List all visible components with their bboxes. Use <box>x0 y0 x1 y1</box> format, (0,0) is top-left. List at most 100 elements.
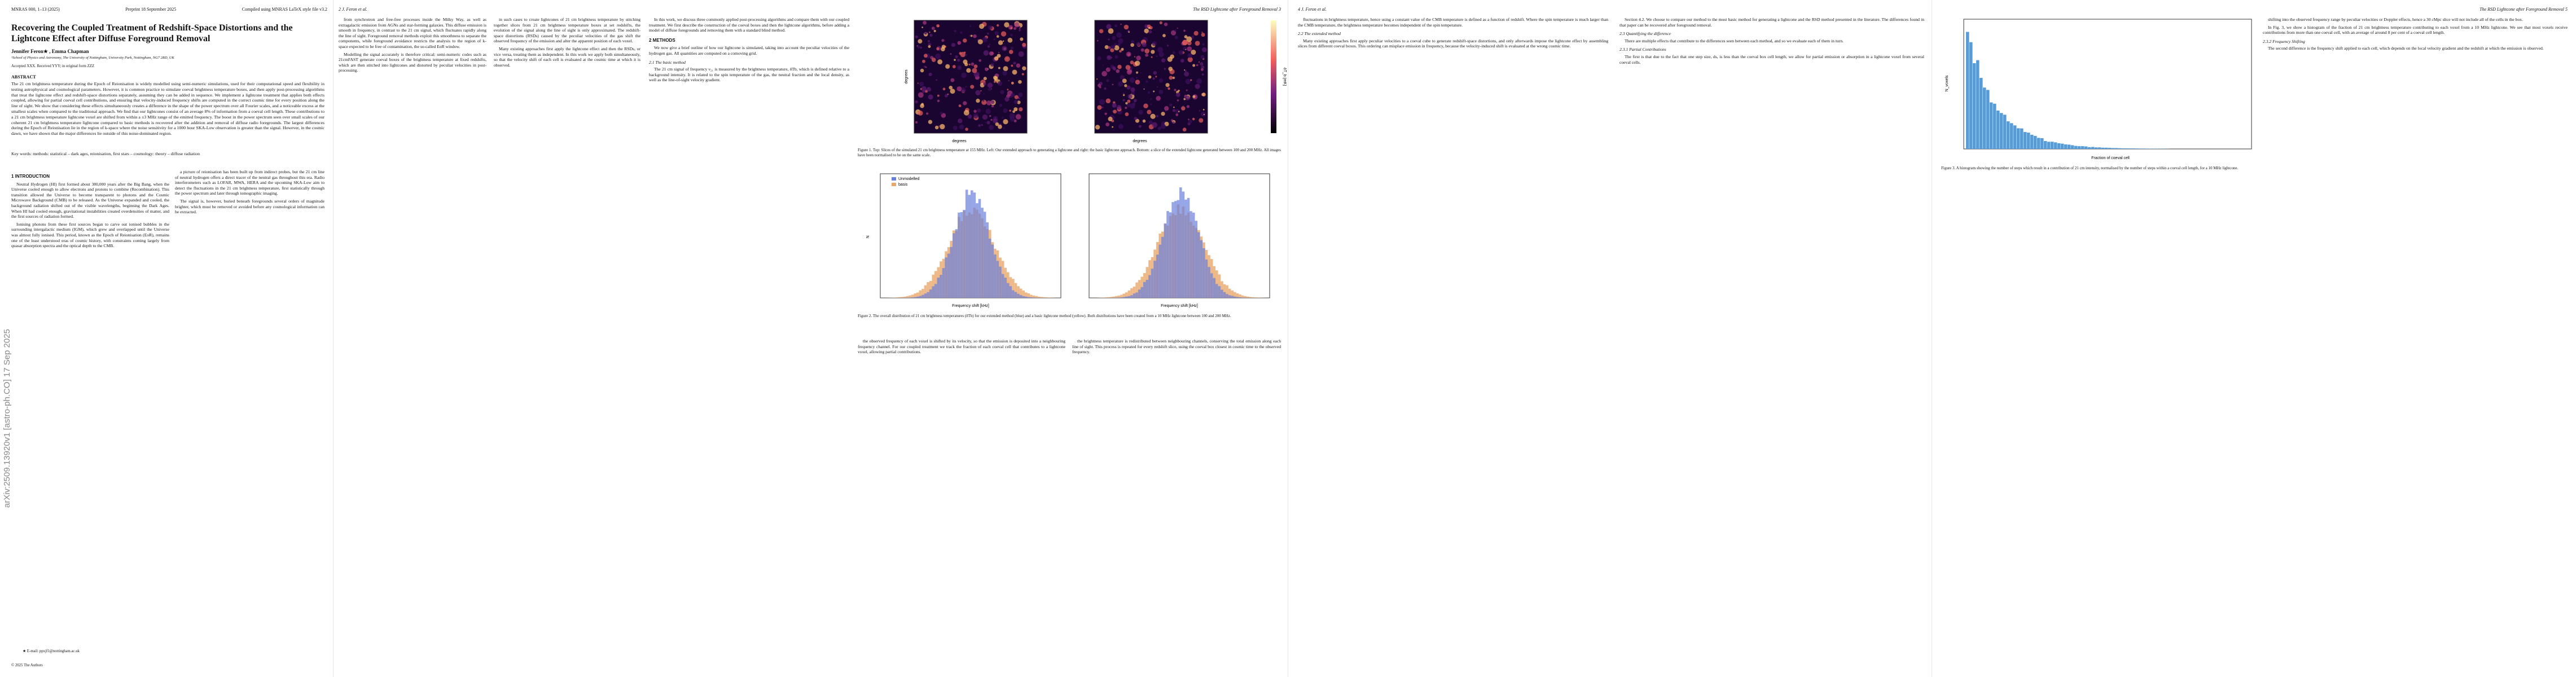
legend-swatch <box>892 177 896 181</box>
map-texture <box>989 115 991 117</box>
map-texture <box>924 31 927 35</box>
map-texture <box>929 31 931 33</box>
histogram-bar <box>914 293 916 298</box>
map-texture <box>1183 46 1187 51</box>
map-texture <box>1116 69 1120 73</box>
histogram-bar <box>1234 296 1236 298</box>
histogram-bar <box>1104 297 1107 298</box>
histogram-bar <box>1192 212 1195 298</box>
map-texture <box>1161 112 1165 116</box>
map-texture <box>982 37 988 42</box>
map-texture <box>1201 33 1205 37</box>
map-texture <box>1004 56 1010 62</box>
histogram-bar <box>921 294 924 298</box>
map-texture <box>957 41 962 45</box>
running-head-right: The RSD Lightcone after Foreground Remov… <box>1193 7 1281 12</box>
map-texture <box>1173 106 1175 108</box>
legend-label: Unmodelled <box>898 177 919 181</box>
map-texture <box>994 31 999 36</box>
map-texture <box>922 59 925 63</box>
map-texture <box>1013 119 1017 122</box>
map-texture <box>984 67 989 71</box>
histogram-bar <box>1973 63 1976 150</box>
histogram-bar <box>932 274 934 298</box>
map-texture <box>1144 49 1149 54</box>
map-texture <box>1122 93 1125 95</box>
map-texture <box>1010 46 1013 50</box>
histogram-bar <box>2135 148 2139 149</box>
map-texture <box>1002 40 1004 42</box>
histogram-bar <box>2095 147 2098 149</box>
map-texture <box>1201 73 1204 76</box>
running-head-left: 2 J. Feron et al. <box>339 7 367 12</box>
histogram-bar <box>1236 297 1239 298</box>
map-texture <box>1181 106 1186 111</box>
map-texture <box>1142 42 1147 47</box>
map-texture <box>1175 109 1179 113</box>
map-texture <box>1012 69 1017 75</box>
histogram-bar <box>2125 148 2129 149</box>
map-texture <box>1200 62 1204 66</box>
histogram-bar <box>1127 296 1131 298</box>
map-texture <box>1168 67 1173 71</box>
legend-swatch <box>892 183 896 186</box>
map-texture <box>1136 71 1138 74</box>
map-texture <box>1022 66 1026 71</box>
map-texture <box>958 118 963 124</box>
paragraph: shifting into the observed frequency ran… <box>2268 17 2523 22</box>
map-texture <box>998 51 1000 53</box>
histogram-bar <box>955 229 958 298</box>
map-texture <box>1153 71 1157 75</box>
map-texture <box>1188 118 1190 121</box>
x-axis-label: Fraction of coeval cell <box>2091 156 2130 160</box>
map-texture <box>980 90 982 92</box>
map-texture <box>1125 65 1131 70</box>
map-texture <box>1168 87 1170 90</box>
histogram-bar <box>901 297 904 298</box>
map-texture <box>937 59 943 65</box>
histogram-bar <box>1197 232 1200 298</box>
map-texture <box>973 72 980 78</box>
map-texture <box>978 59 981 62</box>
histogram-bar <box>1200 240 1203 298</box>
keywords: Key words: methods: statistical – dark a… <box>11 151 200 156</box>
map-texture <box>1002 71 1007 76</box>
paragraph: The 21 cm signal of frequency ν₂₁ is mea… <box>649 67 849 83</box>
map-texture <box>1004 22 1010 28</box>
histogram-bar <box>1213 278 1215 298</box>
histogram-bar <box>1205 259 1208 298</box>
map-texture <box>1130 60 1134 64</box>
histogram-bar <box>2010 123 2013 149</box>
histogram-bar <box>2088 147 2091 149</box>
histogram-bar <box>1184 199 1187 298</box>
histogram-bar <box>1032 295 1035 298</box>
histogram-bar <box>1983 87 1986 149</box>
text-column: a picture of reionisation has been built… <box>175 169 324 217</box>
map-texture <box>969 35 971 37</box>
map-texture <box>1184 69 1186 71</box>
map-texture <box>955 55 958 59</box>
map-texture <box>1147 109 1152 115</box>
authors: Jennifer Feron★ , Emma Chapman <box>11 49 89 54</box>
map-texture <box>1008 80 1010 82</box>
histogram-bar <box>896 297 898 298</box>
map-texture <box>973 113 978 118</box>
histogram-bar <box>1218 286 1221 298</box>
map-texture <box>989 125 994 130</box>
map-texture <box>1119 50 1122 53</box>
histogram-bar <box>945 257 947 298</box>
map-texture <box>965 54 968 56</box>
map-texture <box>937 94 940 97</box>
histogram-bar <box>1012 279 1015 298</box>
map-texture <box>947 93 949 95</box>
map-texture <box>915 100 918 104</box>
map-texture <box>1012 110 1015 113</box>
map-texture <box>996 35 999 38</box>
histogram-bar <box>2003 115 2007 149</box>
histogram-bar <box>1241 295 1244 298</box>
paragraph: There are multiple effects that contribu… <box>1625 38 1844 43</box>
map-texture <box>960 87 966 93</box>
map-texture <box>1112 36 1116 40</box>
histogram-bar <box>1223 284 1226 298</box>
map-texture <box>1170 54 1174 59</box>
